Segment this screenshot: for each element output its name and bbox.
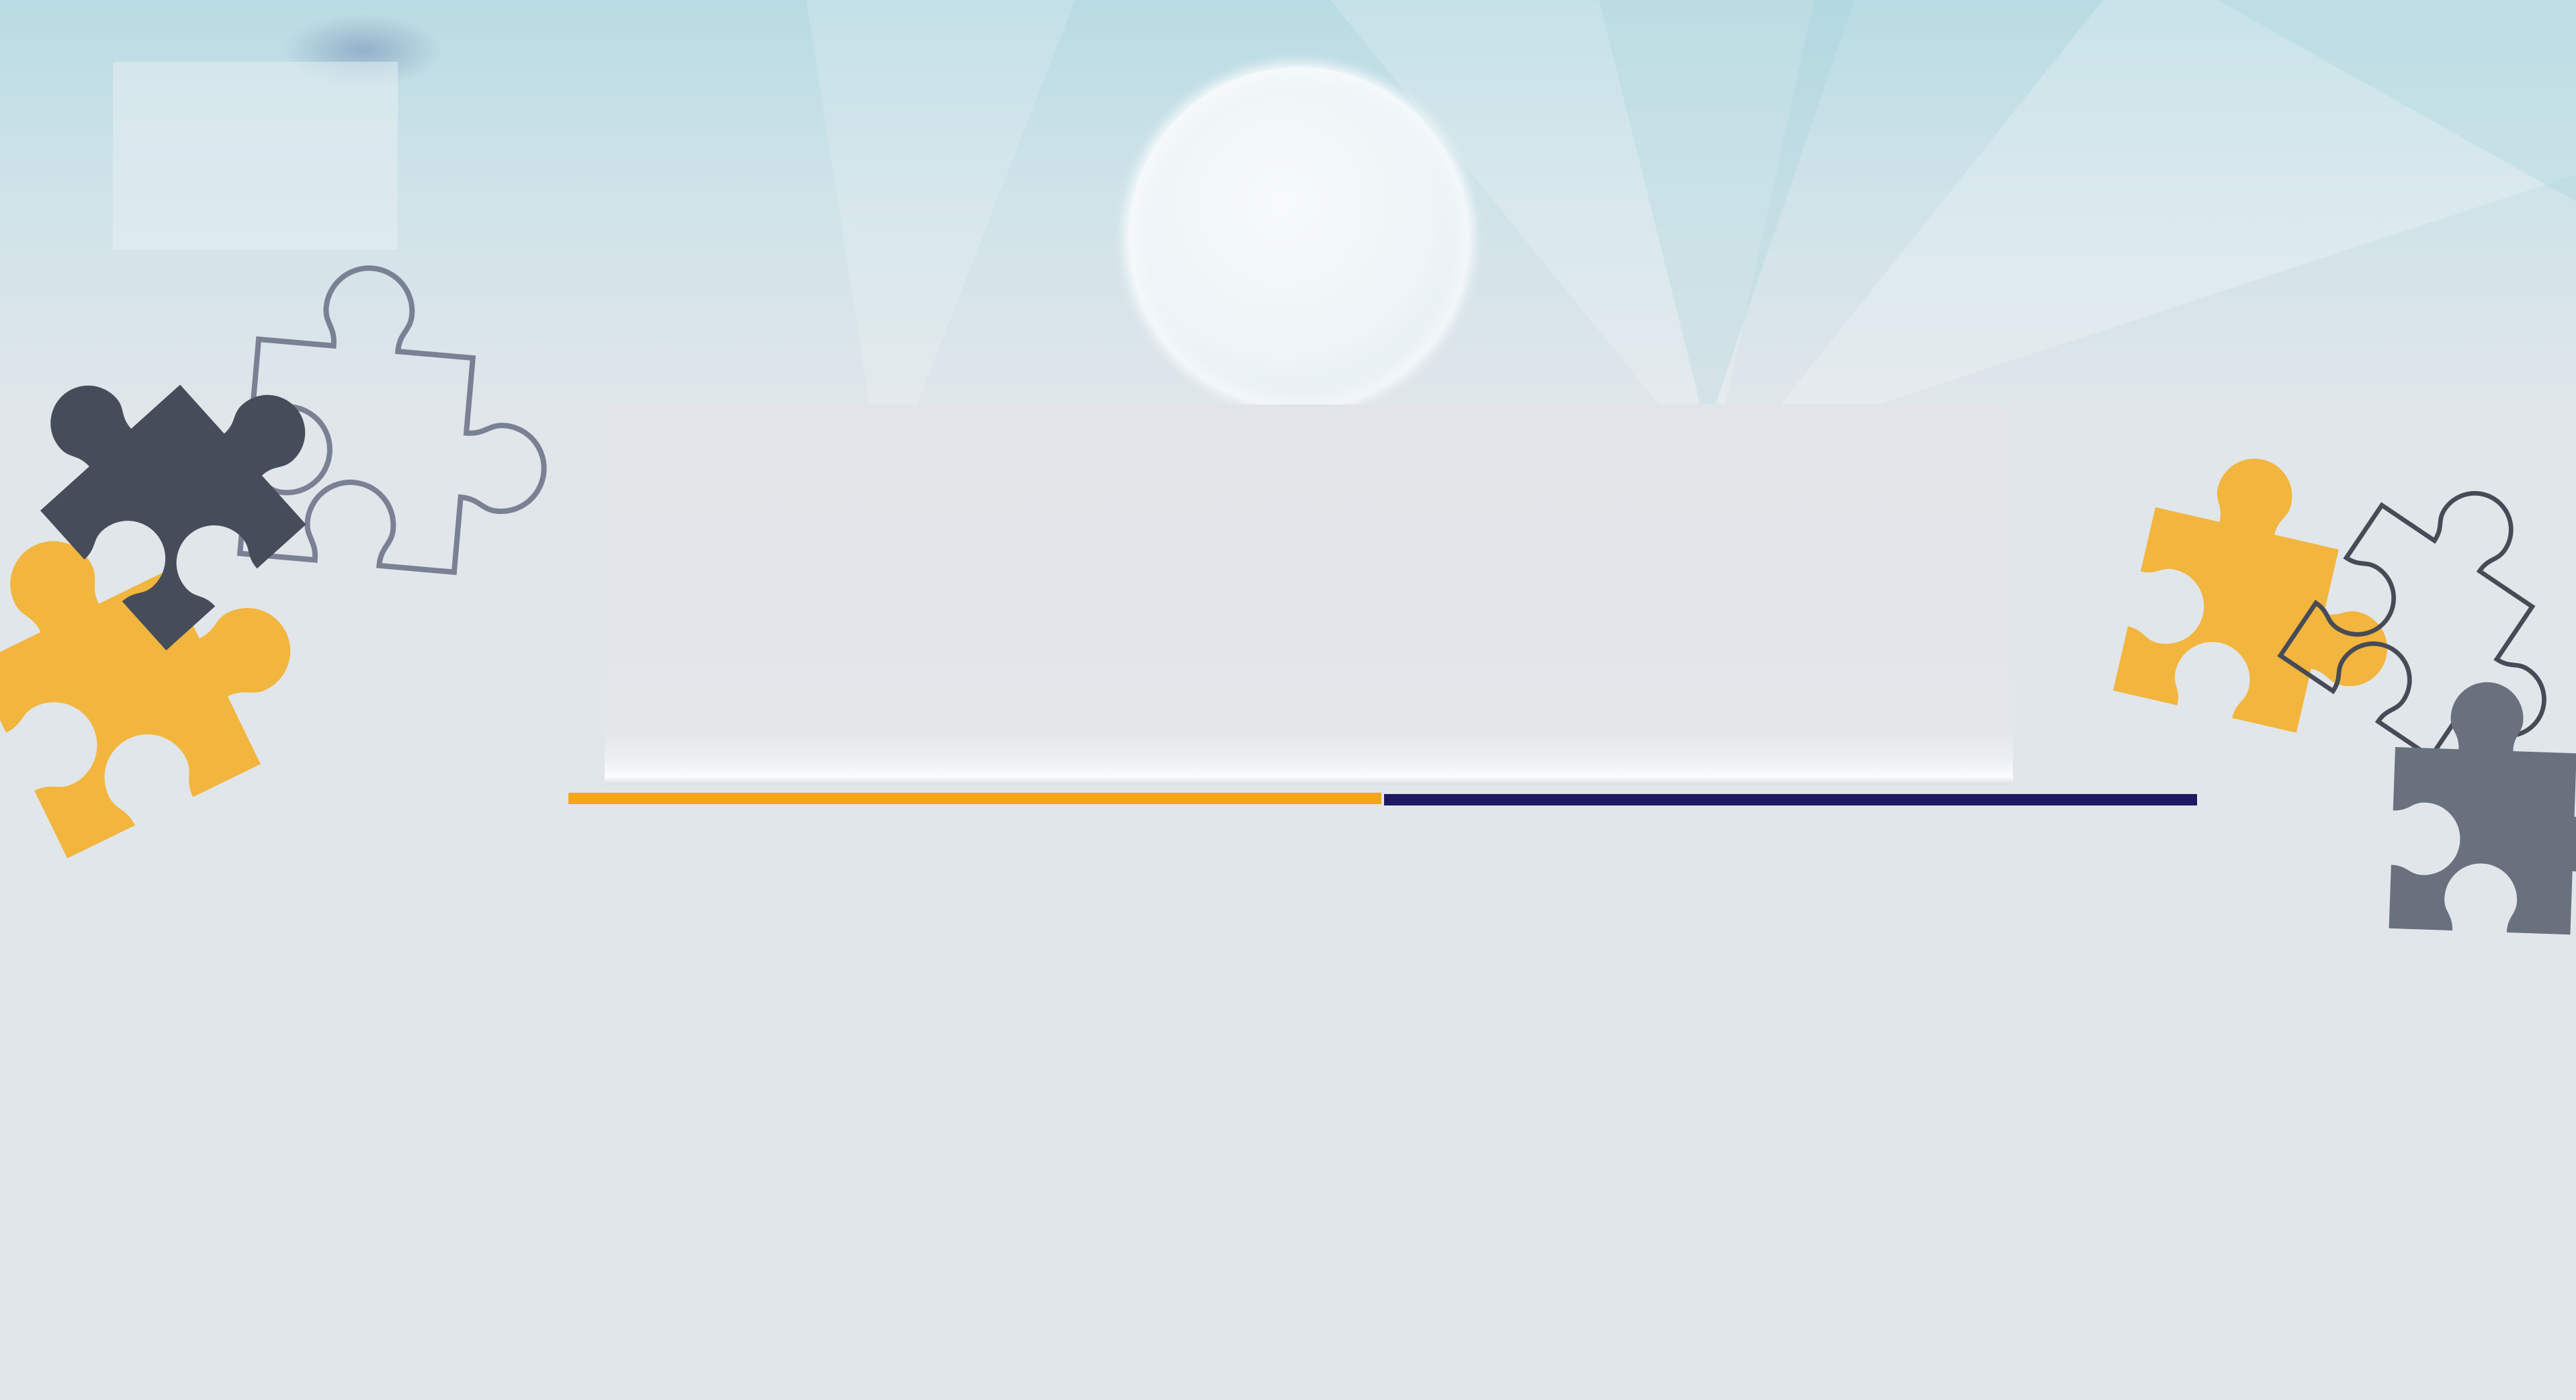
divider-navy xyxy=(1384,794,2197,805)
puzzle-piece-yellow-right-icon xyxy=(2113,438,2423,749)
corner-panel xyxy=(113,62,398,250)
divider-orange xyxy=(568,793,1381,804)
puzzle-piece-slate-right-icon xyxy=(2389,679,2576,937)
content-panel xyxy=(605,404,2013,785)
light-beams xyxy=(806,0,2576,430)
glass-sphere xyxy=(1129,67,1469,407)
